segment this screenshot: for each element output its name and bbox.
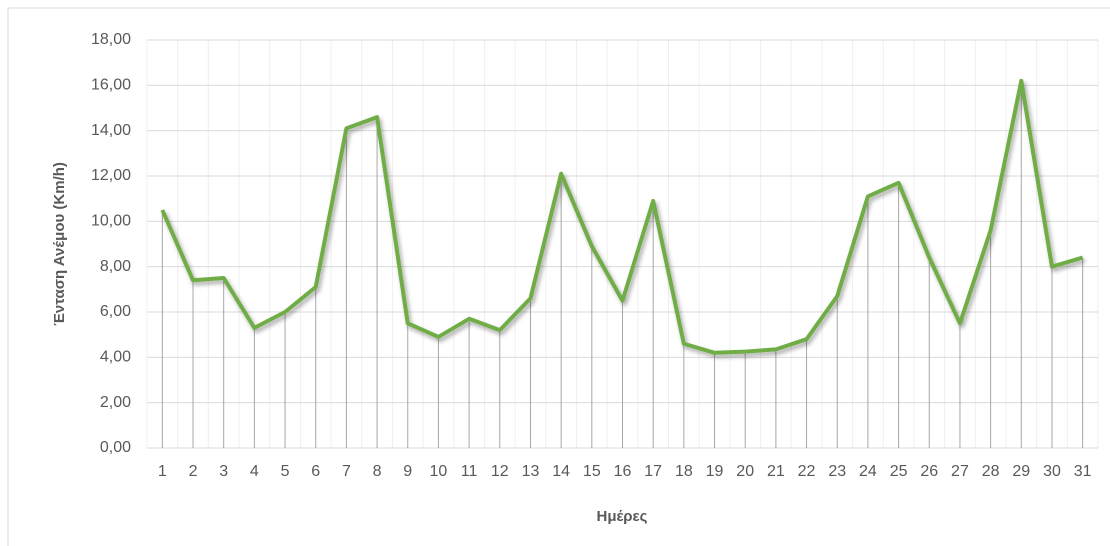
y-tick-label: 8,00 — [100, 258, 131, 275]
data-line — [160, 78, 1084, 355]
x-tick-label: 1 — [158, 463, 167, 480]
y-tick-label: 0,00 — [100, 439, 131, 456]
y-tick-label: 10,00 — [91, 213, 131, 230]
x-tick-label: 22 — [798, 463, 816, 480]
x-tick-label: 5 — [281, 463, 290, 480]
x-tick-label: 8 — [373, 463, 382, 480]
chart-frame — [7, 7, 1110, 546]
x-tick-label: 17 — [644, 463, 662, 480]
x-tick-label: 23 — [828, 463, 846, 480]
x-tick-label: 3 — [219, 463, 228, 480]
y-tick-label: 12,00 — [91, 167, 131, 184]
y-tick-label: 16,00 — [91, 77, 131, 94]
x-tick-label: 24 — [859, 463, 877, 480]
x-tick-label: 14 — [552, 463, 570, 480]
x-tick-label: 20 — [736, 463, 754, 480]
x-tick-label: 4 — [250, 463, 259, 480]
x-tick-label: 26 — [920, 463, 938, 480]
x-tick-label: 2 — [189, 463, 198, 480]
x-tick-label: 29 — [1012, 463, 1030, 480]
x-tick-label: 16 — [614, 463, 632, 480]
x-tick-label: 12 — [491, 463, 509, 480]
x-tick-label: 30 — [1043, 463, 1061, 480]
x-tick-label: 7 — [342, 463, 351, 480]
x-tick-label: 11 — [461, 463, 478, 480]
x-tick-label: 10 — [430, 463, 448, 480]
x-axis-title: Ημέρες — [597, 508, 648, 525]
x-tick-label: 27 — [951, 463, 969, 480]
x-tick-label: 18 — [675, 463, 693, 480]
x-tick-label: 9 — [403, 463, 412, 480]
y-tick-label: 6,00 — [100, 303, 131, 320]
x-tick-label: 25 — [890, 463, 908, 480]
x-tick-label: 28 — [982, 463, 1000, 480]
y-tick-label: 4,00 — [100, 349, 131, 366]
x-tick-label: 15 — [583, 463, 601, 480]
x-tick-label: 6 — [311, 463, 320, 480]
x-tick-label: 19 — [706, 463, 724, 480]
x-tick-label: 21 — [767, 463, 785, 480]
x-tick-label: 13 — [522, 463, 540, 480]
y-axis-title: Ένταση Ανέμου (Km/h) — [51, 162, 68, 326]
y-tick-label: 14,00 — [91, 122, 131, 139]
y-tick-label: 2,00 — [100, 394, 131, 411]
x-tick-label: 31 — [1074, 463, 1092, 480]
y-tick-label: 18,00 — [91, 31, 131, 48]
